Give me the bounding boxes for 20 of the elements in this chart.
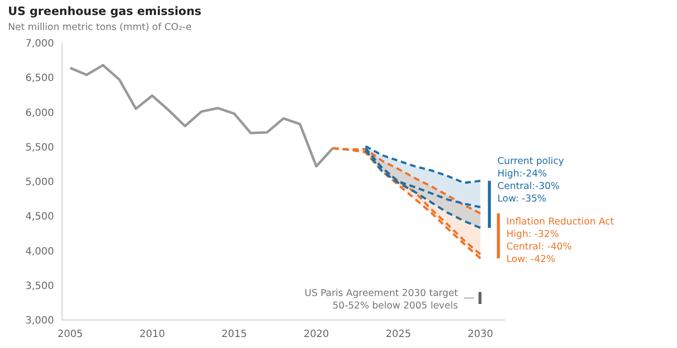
x-tick-label: 2015 [222, 329, 248, 340]
y-tick-label: 6,000 [25, 108, 54, 119]
y-tick-label: 6,500 [25, 73, 54, 84]
x-tick-label: 2020 [304, 329, 330, 340]
y-tick-label: 4,000 [25, 246, 54, 258]
y-tick-label: 5,000 [25, 177, 54, 188]
y-tick-label: 3,500 [25, 280, 54, 292]
y-tick-label: 7,000 [25, 38, 54, 50]
annotation: Inflation Reduction Act High: -32% Central: -40% Low: -42% [506, 216, 614, 265]
y-tick-label: 3,000 [25, 316, 54, 326]
annotation: US Paris Agreement 2030 target 50-52% below 2005 levels [304, 288, 458, 312]
chart-title: US greenhouse gas emissions [8, 4, 202, 18]
y-tick-label: 5,500 [25, 142, 54, 154]
y-tick-label: 4,500 [25, 212, 54, 223]
x-tick-label: 2010 [140, 329, 165, 340]
annotation: Current policy High:-24% Central:-30% Low: -35% [497, 156, 564, 204]
x-tick-label: 2030 [468, 329, 494, 340]
x-tick-label: 2025 [386, 329, 412, 340]
x-tick-label: 2005 [57, 329, 83, 340]
chart-subtitle: Net million metric tons (mmt) of CO₂-e [8, 22, 192, 33]
